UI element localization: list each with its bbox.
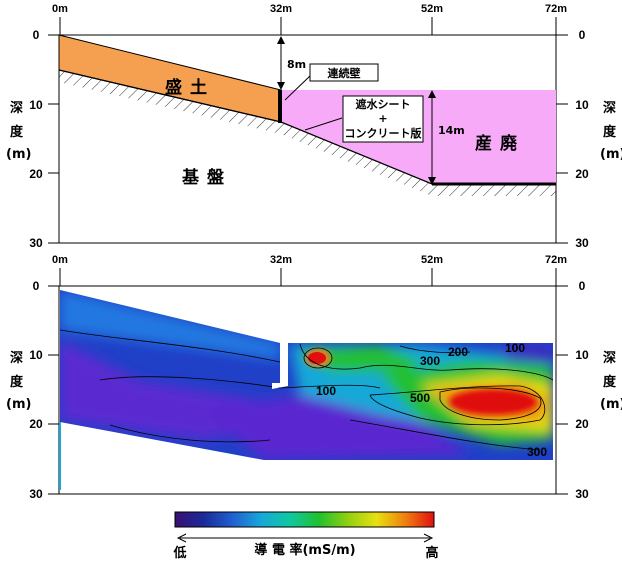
bottom-y-tick-left-2: 20 bbox=[29, 417, 43, 431]
bottom-x-tick-marks bbox=[59, 268, 557, 286]
sheet-leader bbox=[304, 117, 343, 131]
bottom-y-tick-right-2: 20 bbox=[575, 417, 589, 431]
bottom-y-tick-right-3: 30 bbox=[575, 487, 589, 501]
bottom-y-tick-right-1: 10 bbox=[575, 348, 589, 362]
wall-label-box bbox=[309, 63, 379, 82]
top-y-tick-left-0: 0 bbox=[33, 28, 40, 42]
top-x-tick-3: 72m bbox=[545, 3, 567, 15]
bottom-y-ticks: 0 10 20 30 0 10 20 30 bbox=[29, 279, 589, 501]
hotspot-small bbox=[308, 352, 326, 364]
top-x-tick-2: 52m bbox=[421, 3, 443, 15]
top-y-label-1: 深 bbox=[10, 100, 23, 116]
depth-14-label: 14m bbox=[438, 124, 465, 137]
colorbar-title: 導 電 率(mS/m) bbox=[254, 542, 355, 558]
bottom-y-label-3: (m) bbox=[6, 397, 31, 412]
colorbar-low-label: 低 bbox=[172, 545, 186, 561]
top-y-label-right-1: 深 bbox=[603, 100, 616, 116]
top-y-ticks: 0 10 20 30 0 10 20 30 bbox=[29, 28, 589, 250]
top-y-tick-right-0: 0 bbox=[579, 28, 586, 42]
top-y-label-3: (m) bbox=[6, 147, 31, 162]
top-y-tick-left-2: 20 bbox=[29, 167, 43, 181]
bottom-y-label-1: 深 bbox=[10, 350, 23, 366]
bottom-y-tick-marks bbox=[48, 285, 568, 495]
bottom-x-ticks: 0m 32m 52m 72m bbox=[52, 254, 567, 286]
bottom-x-tick-1: 32m bbox=[270, 254, 292, 266]
top-x-tick-1: 32m bbox=[270, 3, 292, 15]
contour-label-300-bottom: 300 bbox=[527, 445, 547, 459]
bottom-y-tick-left-1: 10 bbox=[29, 348, 43, 362]
top-y-label-right-2: 度 bbox=[603, 124, 617, 140]
sheet-label-line1: 遮水シート bbox=[356, 97, 411, 111]
top-y-label-right-3: (m) bbox=[600, 147, 622, 162]
wall-leader bbox=[284, 74, 312, 101]
top-y-tick-left-3: 30 bbox=[29, 236, 43, 250]
contour-label-100-top: 100 bbox=[505, 341, 525, 355]
contour-label-300: 300 bbox=[420, 354, 440, 368]
contour-label-500: 500 bbox=[410, 391, 430, 405]
sheet-label-box bbox=[342, 95, 424, 143]
bottom-y-label-right-1: 深 bbox=[603, 350, 616, 366]
top-y-tick-marks bbox=[48, 34, 568, 244]
colorbar-arrowheads bbox=[176, 533, 434, 543]
depth-8-label: 8m bbox=[287, 58, 306, 71]
sheet-label-line2: + bbox=[378, 112, 387, 125]
continuous-wall bbox=[278, 90, 282, 123]
region-waste-label: 産廃 bbox=[475, 133, 525, 154]
bottom-y-label-2: 度 bbox=[10, 374, 24, 390]
bedrock-hatching bbox=[59, 70, 556, 196]
top-x-ticks: 0m 32m 52m 72m bbox=[52, 3, 567, 35]
colorbar-high-label: 高 bbox=[425, 545, 438, 561]
top-y-tick-left-1: 10 bbox=[29, 98, 43, 112]
bottom-y-label-right-3: (m) bbox=[600, 397, 622, 412]
region-bedrock-label: 基盤 bbox=[181, 167, 232, 188]
top-x-tick-marks bbox=[59, 17, 557, 35]
top-panel: 連続壁 遮水シート + コンクリート版 8m 14m 盛土 基盤 産廃 0m 3… bbox=[6, 3, 622, 250]
bottom-x-tick-3: 72m bbox=[545, 254, 567, 266]
bottom-y-tick-left-3: 30 bbox=[29, 487, 43, 501]
top-x-tick-0: 0m bbox=[52, 3, 68, 15]
bottom-y-label-right-2: 度 bbox=[603, 374, 617, 390]
top-y-tick-right-1: 10 bbox=[575, 98, 589, 112]
bottom-x-tick-0: 0m bbox=[52, 254, 68, 266]
colorbar-rect bbox=[174, 511, 435, 528]
colorbar: 低 高 導 電 率(mS/m) bbox=[172, 511, 439, 561]
contour-label-200: 200 bbox=[448, 345, 468, 359]
sheet-label-line3: コンクリート版 bbox=[345, 126, 422, 140]
top-y-tick-right-2: 20 bbox=[575, 167, 589, 181]
bottom-y-tick-right-0: 0 bbox=[579, 279, 586, 293]
bottom-y-tick-left-0: 0 bbox=[33, 279, 40, 293]
top-y-tick-right-3: 30 bbox=[575, 236, 589, 250]
bottom-x-tick-2: 52m bbox=[421, 254, 443, 266]
region-fill-label: 盛土 bbox=[165, 77, 215, 98]
bottom-panel: 200 100 300 100 500 300 0m 32m 52m 72m 0… bbox=[6, 254, 622, 501]
contour-label-100: 100 bbox=[316, 384, 336, 398]
wall-label: 連続壁 bbox=[328, 66, 361, 80]
top-y-label-2: 度 bbox=[10, 124, 24, 140]
